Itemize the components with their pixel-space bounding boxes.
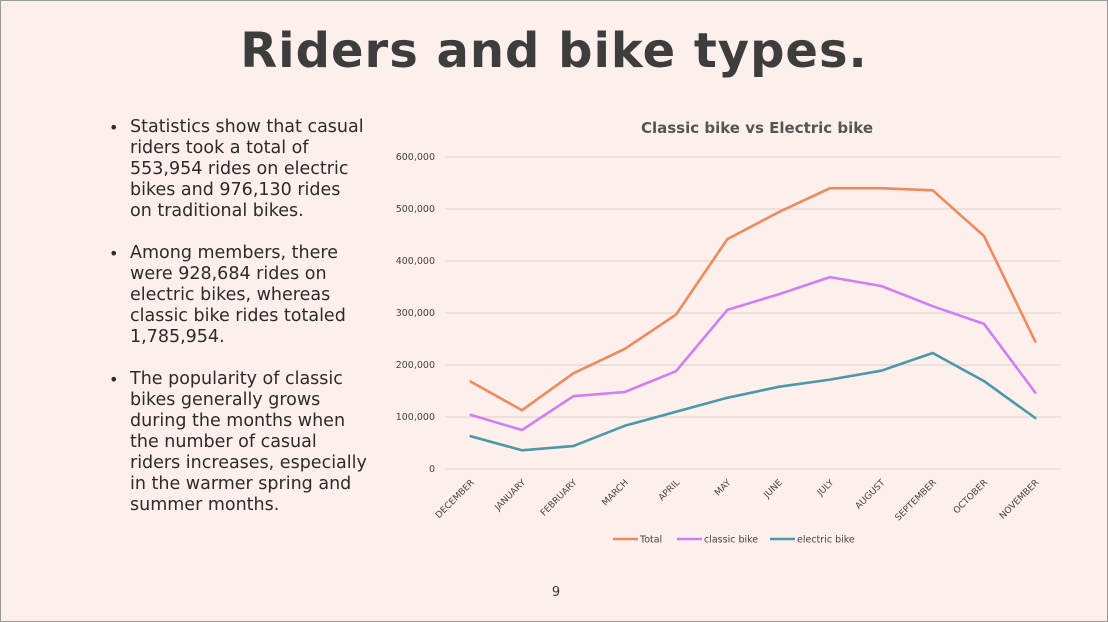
bullet-dot: •: [109, 118, 119, 137]
x-tick-label: NOVEMBER: [998, 478, 1041, 521]
legend-label: Total: [639, 535, 662, 546]
series-line: [469, 186, 1037, 412]
page-number: 9: [551, 585, 561, 600]
series-line: [469, 351, 1037, 452]
x-tick-label: FEBRUARY: [539, 478, 580, 519]
x-tick-label: OCTOBER: [952, 478, 990, 516]
x-tick-label: DECEMBER: [434, 478, 477, 521]
y-tick-label: 300,000: [396, 308, 435, 319]
legend-label: classic bike: [704, 535, 758, 546]
x-tick-label: AUGUST: [854, 478, 888, 512]
y-tick-label: 400,000: [396, 256, 435, 267]
bullet-item: • Among members, there were 928,684 rides…: [105, 243, 367, 348]
y-tick-label: 500,000: [396, 204, 435, 215]
y-tick-label: 0: [429, 464, 435, 475]
y-tick-label: 100,000: [396, 412, 435, 423]
y-tick-label: 600,000: [396, 152, 435, 163]
x-tick-label: JULY: [815, 478, 836, 499]
y-tick-label: 200,000: [396, 360, 435, 371]
legend-label: electric bike: [797, 535, 855, 546]
x-tick-label: MAY: [713, 478, 734, 499]
bullet-item: • The popularity of classic bikes general…: [105, 369, 367, 516]
bullet-list: • Statistics show that casual riders took…: [105, 117, 367, 537]
chart-gridlines: [445, 156, 1061, 470]
chart-series: [469, 186, 1037, 452]
bullet-text: Statistics show that casual riders took …: [130, 117, 364, 221]
chart-title: Classic bike vs Electric bike: [641, 119, 873, 137]
bullet-item: • Statistics show that casual riders took…: [105, 117, 367, 222]
bullet-text: Among members, there were 928,684 rides …: [130, 243, 346, 347]
bullet-dot: •: [109, 370, 119, 389]
bullet-dot: •: [109, 244, 119, 263]
slide-title: Riders and bike types.: [240, 23, 868, 79]
chart-legend: Total classic bike electric bike: [613, 535, 855, 546]
x-tick-label: JUNE: [762, 478, 785, 501]
bullet-text: The popularity of classic bikes generall…: [130, 369, 367, 515]
line-chart: Classic bike vs Electric bike 0 100,000 20…: [396, 119, 1061, 546]
x-tick-label: MARCH: [601, 478, 631, 508]
x-tick-label: APRIL: [657, 478, 682, 503]
y-axis-ticks: 0 100,000 200,000 300,000 400,000 500,000 600,…: [396, 152, 435, 475]
x-tick-label: SEPTEMBER: [894, 478, 939, 523]
series-line: [469, 275, 1037, 432]
x-axis-ticks: DECEMBER JANUARY FEBRUARY MARCH APRIL MAY JUNE…: [434, 478, 1041, 524]
x-tick-label: JANUARY: [493, 478, 529, 514]
